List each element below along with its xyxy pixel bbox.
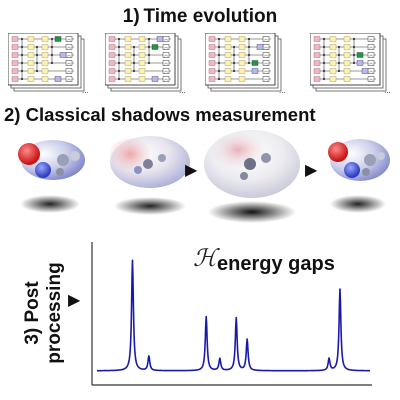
step3-line1: 3) Post [22,281,43,345]
spectrum-peak-2 [148,355,150,357]
circuit-diagram-3: ... [205,33,289,95]
more-ellipsis: ... [279,86,286,95]
spectrum-peak-1 [131,259,134,261]
step2-title: 2) Classical shadows measurement [4,104,316,125]
more-ellipsis: ... [179,86,186,95]
spectrum-peak-7 [328,358,330,360]
arrow-right-icon: ▶ [305,162,318,179]
spectrum-peak-3 [205,316,207,318]
arrow-right-icon: ▶ [68,292,81,309]
spectrum-peak-8 [339,288,341,290]
spectrum-peak-6 [246,339,248,341]
spectrum-peak-4 [219,358,221,360]
circuit-diagram-2: ... [105,33,189,95]
step3-line2: processing [44,262,65,363]
molecule-small-1 [5,132,95,227]
more-ellipsis: ... [384,86,391,95]
hamiltonian-symbol: ℋ [193,244,217,272]
circuit-diagram-4: ... [310,33,394,95]
spectrum-line [96,259,371,372]
molecule-medium [100,128,195,223]
energy-gaps-label: energy gaps [217,253,335,275]
arrow-right-icon: ▶ [185,162,198,179]
molecule-small-2 [318,130,398,225]
more-ellipsis: ... [82,86,89,95]
molecule-large [200,122,305,232]
step1-title: 1) Time evolution [122,6,278,27]
circuit-diagram-1: ... [8,33,92,95]
step3-label: 3) Post processing [18,238,66,388]
spectrum-peak-5 [235,317,237,319]
